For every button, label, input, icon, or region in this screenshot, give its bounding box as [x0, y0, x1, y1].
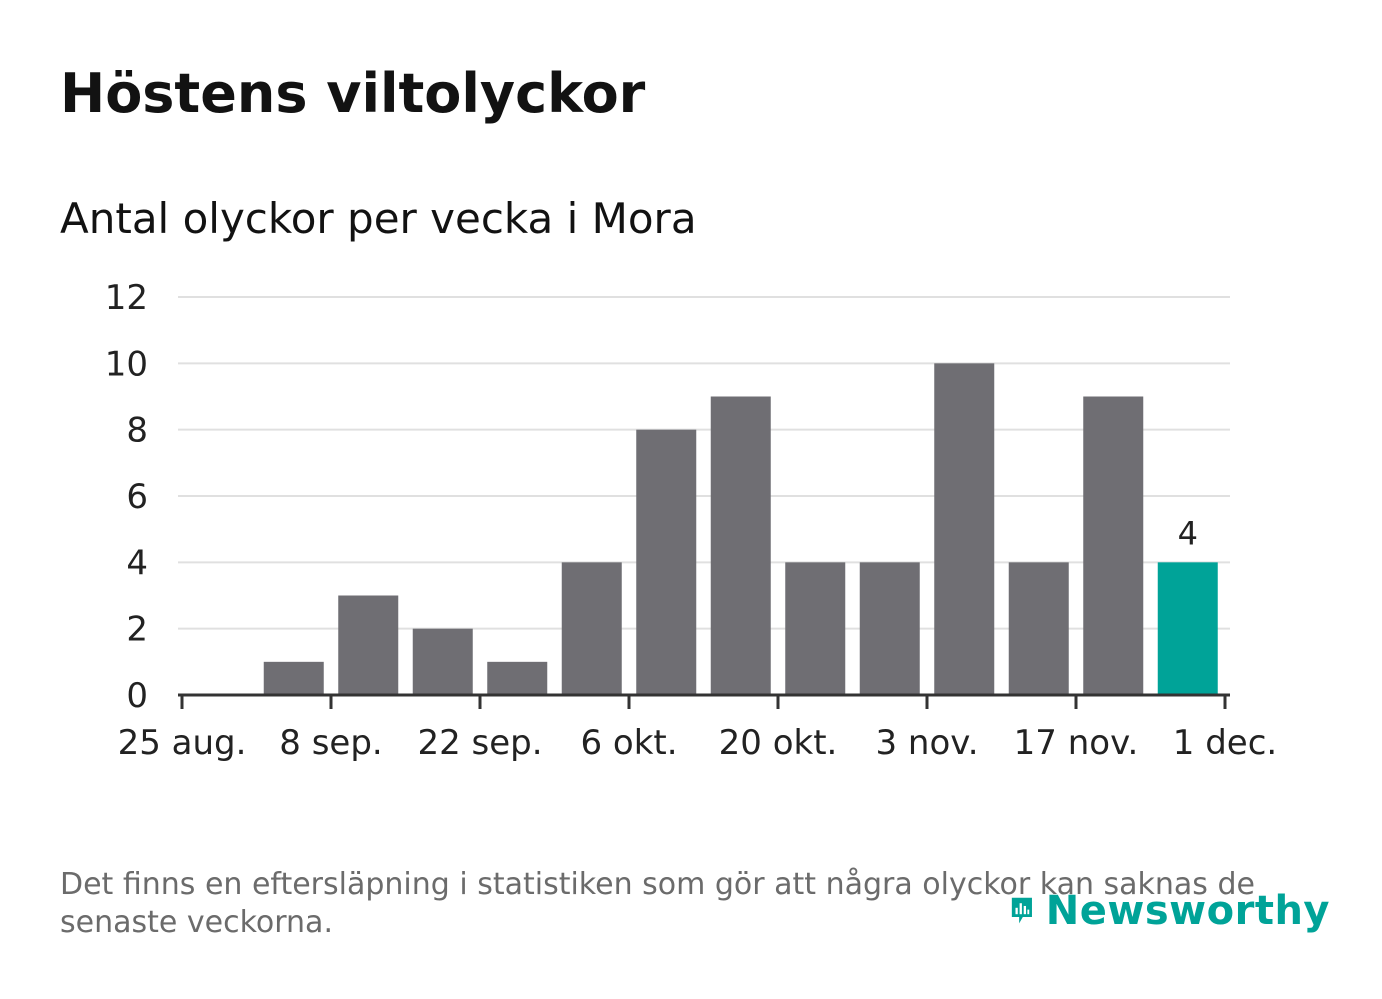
x-tick-label: 8 sep.: [279, 723, 382, 763]
bar: [412, 628, 473, 695]
y-tick-label: 6: [126, 477, 148, 517]
bar: [1083, 396, 1144, 695]
x-tick-label: 22 sep.: [417, 723, 542, 763]
chart-title: Höstens viltolyckor: [60, 62, 646, 125]
newsworthy-logo[interactable]: Newsworthy: [1010, 876, 1330, 946]
x-axis-ticks: 25 aug. 8 sep. 22 sep. 6 okt. 20 okt. 3 nov. 1…: [118, 695, 1277, 763]
x-tick-label: 1 dec.: [1173, 723, 1277, 763]
y-tick-label: 12: [105, 278, 148, 318]
bar: [859, 562, 920, 695]
y-tick-label: 2: [126, 610, 148, 650]
y-tick-label: 10: [105, 344, 148, 384]
x-tick-label: 25 aug.: [118, 723, 247, 763]
x-tick-label: 6 okt.: [580, 723, 677, 763]
data-labels: 4: [1178, 514, 1198, 552]
chart-subtitle: Antal olyckor per vecka i Mora: [60, 194, 697, 243]
x-tick-label: 20 okt.: [719, 723, 838, 763]
y-tick-label: 4: [126, 543, 148, 583]
grid-lines: [178, 296, 1230, 630]
highlight-value-label: 4: [1178, 514, 1198, 552]
bar-highlighted: [1157, 562, 1218, 695]
bar: [934, 363, 995, 695]
y-tick-label: 8: [126, 411, 148, 451]
bars: [263, 363, 1218, 695]
bar: [338, 595, 399, 695]
bar: [263, 661, 324, 695]
bar-chart: 0 2 4 6 8 10 12 25 aug. 8 sep. 22 sep. 6 okt. 20 o…: [105, 278, 1277, 763]
y-axis-ticks: 0 2 4 6 8 10 12: [105, 278, 148, 716]
y-tick-label: 0: [126, 676, 148, 716]
bar: [710, 396, 771, 695]
logo-text: Newsworthy: [1045, 888, 1330, 934]
x-tick-label: 17 nov.: [1014, 723, 1139, 763]
bar-chart-speech-bubble-icon: [1011, 897, 1032, 924]
bar: [636, 429, 697, 695]
bar: [487, 661, 548, 695]
bar: [561, 562, 622, 695]
x-tick-label: 3 nov.: [875, 723, 978, 763]
bar: [785, 562, 846, 695]
footnote: Det finns en eftersläpning i statistiken…: [60, 867, 1255, 940]
bar: [1008, 562, 1069, 695]
